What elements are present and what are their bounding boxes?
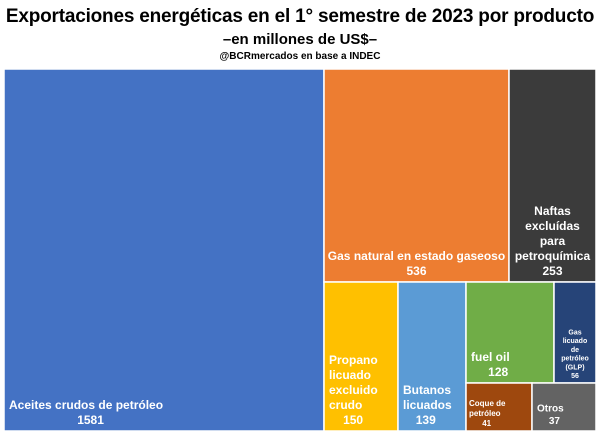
tile-rect: [3, 68, 325, 432]
tile-value: 37: [549, 416, 561, 427]
tile-label: (GLP): [565, 364, 584, 371]
tile-label: crudo: [329, 398, 362, 412]
tile-label: Butanos: [403, 383, 451, 397]
tile-label: licuado: [563, 338, 588, 345]
tile-label: Gas: [568, 329, 581, 336]
tile-gas-licuado-de-petroleo-glp: Gas licuado de petróleo(GLP) 56: [553, 281, 597, 384]
tile-label: para: [540, 234, 566, 248]
tile-label: petróleo: [561, 356, 589, 363]
chart-source: @BCRmercados en base a INDEC: [219, 51, 381, 62]
tile-label: excluido: [329, 383, 378, 397]
tile-label: de: [571, 347, 579, 354]
tile-label: Otros: [537, 404, 564, 415]
tile-rect: [323, 68, 510, 283]
tile-rect: [508, 68, 597, 283]
tile-rect: [531, 382, 597, 432]
tile-value: 139: [416, 413, 436, 427]
tile-value: 253: [542, 264, 562, 278]
tile-label: Naftas: [534, 204, 571, 218]
chart-subtitle: –en millones de US$–: [222, 31, 378, 48]
tile-value: 150: [343, 413, 363, 427]
tile-rect: [465, 281, 555, 384]
tile-label: licuado: [329, 368, 371, 382]
tile-label: Aceites crudos de petróleo: [9, 398, 163, 412]
tile-label: Propano: [329, 353, 378, 367]
tile-label: fuel oil: [471, 350, 510, 364]
tile-label: licuados: [403, 398, 452, 412]
tile-label: Coque de: [469, 399, 506, 408]
tile-value: 128: [488, 365, 508, 379]
tile-value: 1581: [77, 413, 104, 427]
tile-label: Gas natural en estado gaseoso: [328, 249, 505, 263]
tile-label: excluídas: [525, 219, 580, 233]
tile-value: 41: [482, 419, 491, 428]
tile-rect: [553, 281, 597, 384]
tile-label: petróleo: [469, 409, 501, 418]
tile-value: 56: [571, 373, 579, 380]
chart-title: Exportaciones energéticas en el 1° semes…: [5, 6, 595, 27]
tile-rect: [323, 281, 399, 432]
tile-value: 536: [406, 264, 426, 278]
tile-label: petroquímica: [515, 249, 591, 263]
